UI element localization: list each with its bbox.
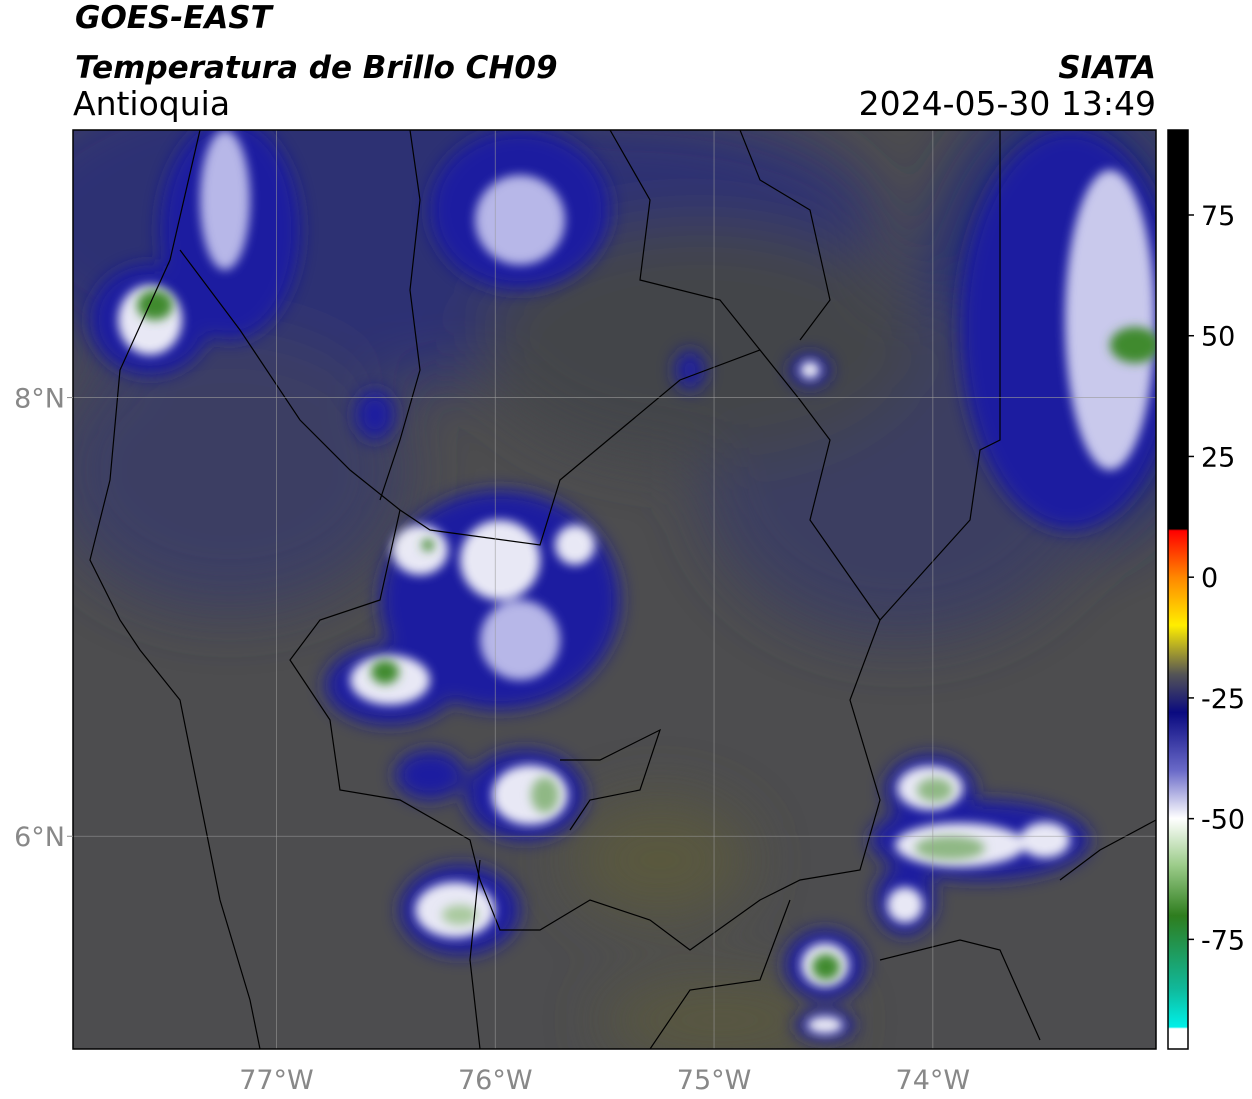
- colorbar: [1167, 129, 1189, 1050]
- colorbar-tick-label: 25: [1201, 442, 1235, 473]
- x-tick-label: 77°W: [239, 1065, 314, 1096]
- y-tick-label: 8°N: [14, 384, 65, 415]
- source: SIATA: [1058, 50, 1156, 86]
- grid: [73, 130, 1156, 1049]
- colorbar-tick-label: 50: [1201, 322, 1235, 353]
- colorbar-tick-label: -50: [1201, 805, 1245, 836]
- datetime: 2024-05-30 13:49: [859, 84, 1156, 123]
- region: Antioquia: [73, 84, 230, 123]
- title: GOES-EAST: [75, 0, 275, 36]
- x-tick-label: 75°W: [677, 1065, 752, 1096]
- subtitle: Temperatura de Brillo CH09: [75, 50, 558, 86]
- map-frame: [72, 129, 1157, 1050]
- x-tick-label: 74°W: [896, 1065, 971, 1096]
- colorbar-tick-label: -25: [1201, 684, 1245, 715]
- x-tick-label: 76°W: [458, 1065, 533, 1096]
- y-tick-label: 6°N: [14, 822, 65, 853]
- map-image: [73, 130, 1156, 1049]
- colorbar-tick-label: 75: [1201, 201, 1235, 232]
- colorbar-tick-label: -75: [1201, 925, 1245, 956]
- borders: [89, 130, 1156, 1049]
- colorbar-tick-label: 0: [1201, 563, 1218, 594]
